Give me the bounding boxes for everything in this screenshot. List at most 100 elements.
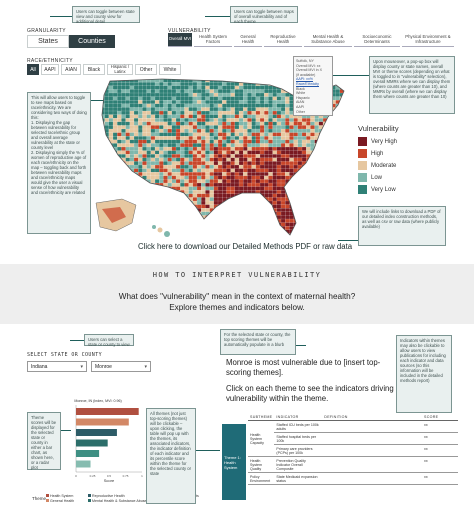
county-cell[interactable] — [339, 154, 344, 159]
county-cell[interactable] — [222, 100, 227, 105]
county-cell[interactable] — [175, 161, 181, 166]
county-cell[interactable] — [146, 96, 152, 101]
county-cell[interactable] — [159, 215, 164, 220]
county-cell[interactable] — [213, 200, 219, 205]
county-cell[interactable] — [297, 175, 303, 180]
county-cell[interactable] — [264, 139, 269, 144]
county-cell[interactable] — [201, 164, 206, 169]
county-cell[interactable] — [318, 136, 324, 141]
county-cell[interactable] — [108, 175, 114, 180]
county-cell[interactable] — [92, 208, 96, 212]
county-cell[interactable] — [150, 128, 156, 133]
county-cell[interactable] — [268, 193, 273, 198]
county-cell[interactable] — [230, 208, 236, 213]
county-cell[interactable] — [205, 118, 210, 123]
county-cell[interactable] — [205, 128, 210, 133]
county-cell[interactable] — [159, 157, 164, 162]
county-cell[interactable] — [348, 201, 352, 205]
county-cell[interactable] — [348, 187, 352, 191]
county-cell[interactable] — [339, 79, 344, 83]
county-cell[interactable] — [142, 128, 147, 133]
county-cell[interactable] — [108, 85, 114, 90]
county-cell[interactable] — [285, 164, 290, 169]
county-cell[interactable] — [259, 186, 265, 191]
county-cell[interactable] — [289, 143, 294, 148]
county-cell[interactable] — [272, 197, 278, 202]
county-cell[interactable] — [348, 230, 352, 234]
county-cell[interactable] — [117, 241, 121, 245]
county-cell[interactable] — [331, 150, 336, 155]
county-cell[interactable] — [109, 244, 113, 245]
county-cell[interactable] — [201, 179, 206, 184]
county-cell[interactable] — [268, 182, 273, 187]
county-cell[interactable] — [285, 92, 290, 97]
county-cell[interactable] — [146, 186, 152, 191]
county-cell[interactable] — [92, 104, 96, 108]
county-cell[interactable] — [335, 139, 341, 144]
county-cell[interactable] — [251, 79, 257, 83]
county-cell[interactable] — [230, 107, 236, 112]
county-cell[interactable] — [121, 182, 126, 187]
county-cell[interactable] — [234, 125, 240, 130]
county-cell[interactable] — [217, 190, 223, 195]
county-cell[interactable] — [243, 172, 248, 177]
county-cell[interactable] — [276, 233, 282, 237]
county-cell[interactable] — [180, 139, 185, 144]
county-cell[interactable] — [272, 175, 278, 180]
table-row[interactable]: Policy Environment State Medicaid expans… — [248, 472, 458, 485]
county-cell[interactable] — [268, 103, 273, 108]
county-cell[interactable] — [121, 136, 126, 141]
county-cell[interactable] — [112, 132, 118, 137]
county-cell[interactable] — [255, 222, 261, 227]
county-cell[interactable] — [154, 85, 160, 90]
county-cell[interactable] — [150, 190, 156, 195]
county-cell[interactable] — [146, 110, 152, 115]
county-cell[interactable] — [331, 186, 336, 191]
county-cell[interactable] — [112, 175, 118, 180]
county-cell[interactable] — [209, 197, 215, 202]
county-cell[interactable] — [251, 161, 257, 166]
county-cell[interactable] — [154, 204, 160, 209]
county-cell[interactable] — [243, 193, 248, 198]
county-cell[interactable] — [234, 233, 240, 237]
county-cell[interactable] — [213, 229, 219, 234]
county-cell[interactable] — [238, 186, 244, 191]
county-cell[interactable] — [146, 100, 152, 105]
county-cell[interactable] — [108, 132, 114, 137]
county-cell[interactable] — [159, 139, 164, 144]
county-cell[interactable] — [280, 121, 286, 126]
county-cell[interactable] — [214, 237, 218, 241]
county-cell[interactable] — [133, 211, 139, 216]
county-cell[interactable] — [238, 92, 244, 97]
county-cell[interactable] — [150, 103, 156, 108]
county-cell[interactable] — [335, 146, 341, 151]
county-cell[interactable] — [285, 237, 289, 241]
county-cell[interactable] — [129, 128, 135, 133]
county-cell[interactable] — [297, 121, 303, 126]
county-cell[interactable] — [209, 146, 215, 151]
county-cell[interactable] — [188, 175, 194, 180]
county-cell[interactable] — [217, 186, 223, 191]
county-cell[interactable] — [247, 197, 252, 202]
county-cell[interactable] — [154, 197, 160, 202]
county-cell[interactable] — [217, 172, 223, 177]
county-cell[interactable] — [192, 193, 198, 198]
county-cell[interactable] — [175, 168, 181, 173]
county-cell[interactable] — [175, 175, 181, 180]
county-cell[interactable] — [251, 143, 257, 148]
county-cell[interactable] — [154, 161, 160, 166]
county-cell[interactable] — [142, 85, 147, 90]
county-cell[interactable] — [243, 211, 248, 216]
county-cell[interactable] — [260, 75, 264, 79]
county-cell[interactable] — [234, 168, 240, 173]
county-cell[interactable] — [205, 208, 210, 213]
county-cell[interactable] — [217, 82, 223, 87]
county-cell[interactable] — [276, 154, 282, 159]
county-cell[interactable] — [285, 157, 290, 162]
county-cell[interactable] — [108, 168, 114, 173]
county-cell[interactable] — [222, 154, 227, 159]
county-cell[interactable] — [142, 89, 147, 94]
county-cell[interactable] — [180, 110, 185, 115]
county-cell[interactable] — [159, 200, 164, 205]
county-cell[interactable] — [310, 197, 315, 202]
